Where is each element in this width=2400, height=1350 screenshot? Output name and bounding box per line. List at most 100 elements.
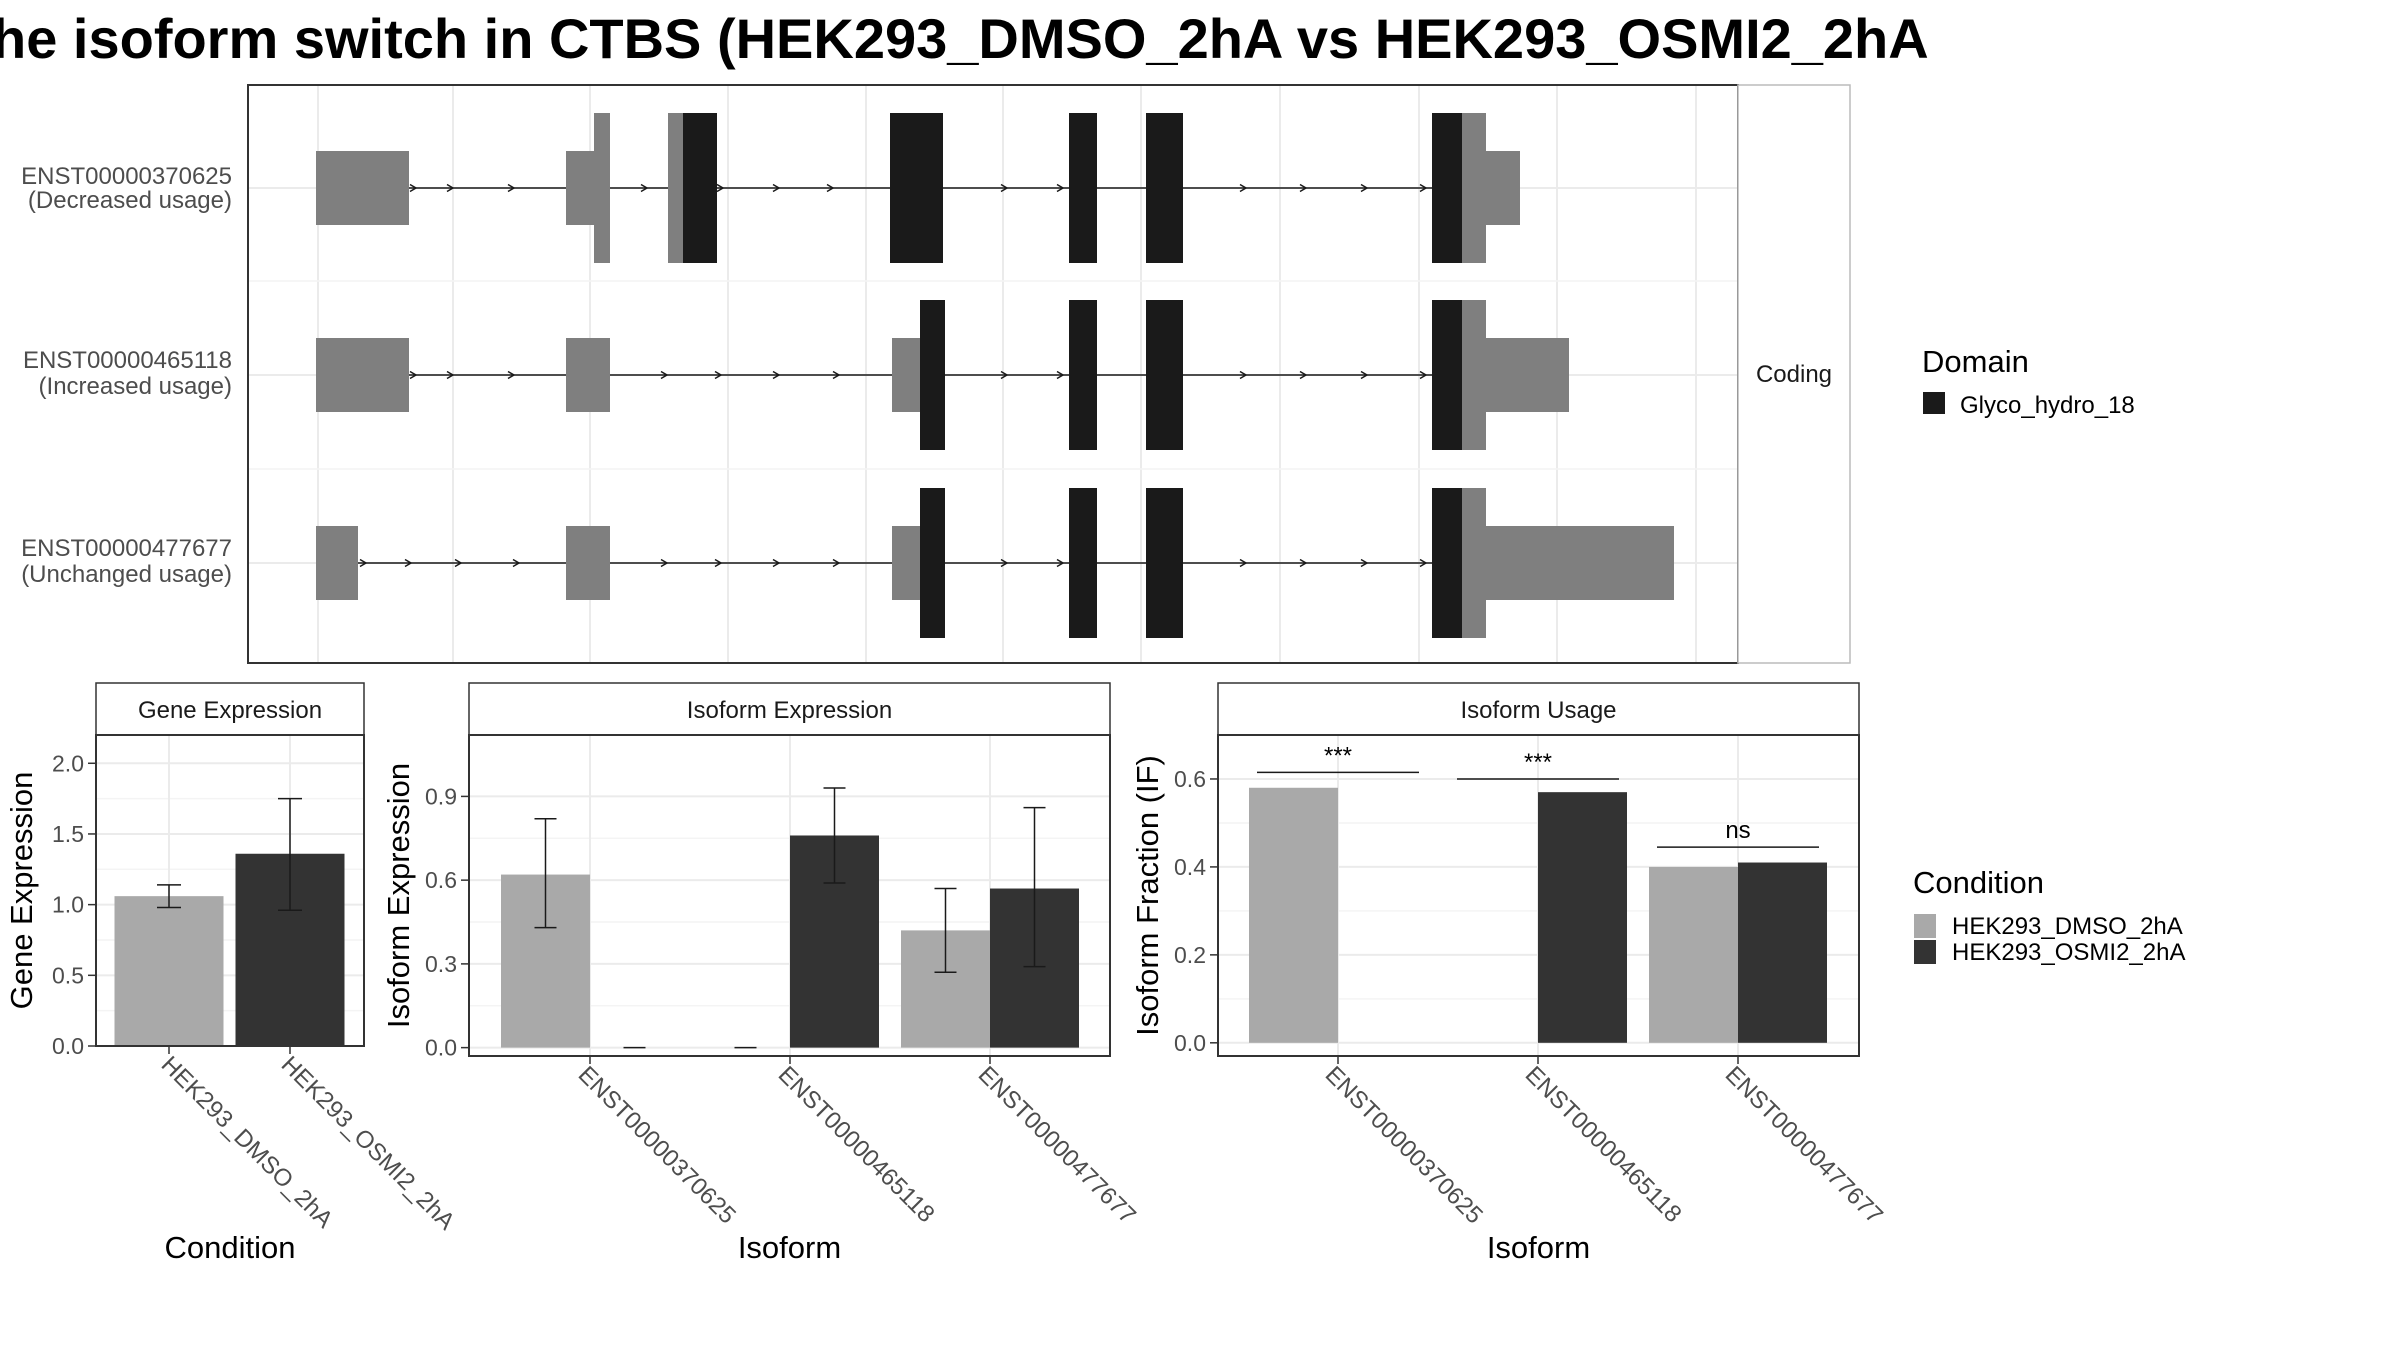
domain-exon-5	[1146, 300, 1183, 450]
domain-exon-3	[920, 488, 945, 638]
transcript-track-3	[316, 488, 1674, 638]
panel-border	[95, 734, 365, 1047]
exon-0	[316, 338, 409, 412]
condition-legend-key-2	[1914, 940, 1936, 964]
domain-legend-key	[1923, 392, 1945, 414]
intron-direction-arrow-7	[832, 370, 841, 380]
intron-direction-arrow-5	[714, 370, 723, 380]
exon-2	[892, 338, 920, 412]
intron-direction-arrow-10	[1239, 183, 1248, 193]
intron-direction-arrow-12	[1360, 183, 1369, 193]
domain-exon-4	[1069, 488, 1097, 638]
transcript-label-3-id: ENST00000477677	[21, 535, 232, 562]
x-axis-title: Isoform	[1487, 1230, 1590, 1265]
intron-direction-arrow-13	[1419, 558, 1428, 568]
intron-direction-arrow-0	[409, 183, 418, 193]
intron-direction-arrow-4	[660, 370, 669, 380]
intron-direction-arrow-5	[716, 183, 725, 193]
intron-direction-arrow-11	[1299, 558, 1308, 568]
y-tick-label-4: 2.0	[52, 750, 84, 776]
transcript-label-2-id: ENST00000465118	[23, 347, 232, 374]
x-tick-label-2: ENST00000477677	[973, 1061, 1141, 1229]
bar-HEK293_OSMI2_2hA-ENST00000465118	[1538, 792, 1627, 1043]
exon-9	[1462, 113, 1486, 263]
intron-direction-arrow-13	[1419, 183, 1428, 193]
exon-10	[1486, 151, 1520, 225]
figure-title: he isoform switch in CTBS (HEK293_DMSO_2…	[0, 7, 1929, 70]
transcript-label-1-note: (Decreased usage)	[28, 187, 232, 214]
transcript-label-2-note: (Increased usage)	[39, 373, 232, 400]
condition-legend-title: Condition	[1913, 865, 2044, 900]
x-tick-label-1: ENST00000465118	[1520, 1061, 1687, 1228]
y-tick-label-2: 0.6	[425, 867, 457, 893]
intron-direction-arrow-8	[1000, 558, 1009, 568]
intron-direction-arrow-4	[660, 558, 669, 568]
intron-direction-arrow-8	[1000, 183, 1009, 193]
exon-3	[668, 113, 683, 263]
intron-direction-arrow-2	[507, 370, 516, 380]
x-axis-title: Condition	[165, 1230, 296, 1265]
condition-legend-label-1: HEK293_DMSO_2hA	[1952, 913, 2183, 940]
isoform-expression-panel: Isoform Expression 0.0 0.3 0.6 0.9 ENST000003…	[381, 682, 1141, 1265]
intron-direction-arrow-1	[446, 183, 455, 193]
y-axis-title: Gene Expression	[4, 772, 39, 1010]
intron-direction-arrow-10	[1239, 370, 1248, 380]
intron-direction-arrow-6	[772, 370, 781, 380]
domain-exon-5	[890, 113, 943, 263]
bar-HEK293_DMSO_2hA-ENST00000477677	[1649, 866, 1738, 1043]
domain-exon-6	[1432, 300, 1462, 450]
intron-direction-arrow-10	[1239, 558, 1248, 568]
intron-direction-arrow-7	[832, 558, 841, 568]
transcript-label-3-note: (Unchanged usage)	[21, 561, 232, 588]
condition-legend: Condition HEK293_DMSO_2hA HEK293_OSMI2_2…	[1913, 865, 2185, 966]
exon-1	[566, 151, 594, 225]
transcript-track-1	[316, 113, 1520, 263]
y-tick-label-3: 0.9	[425, 783, 457, 809]
exon-0	[316, 151, 409, 225]
domain-exon-7	[1146, 113, 1183, 263]
transcript-label-1-id: ENST00000370625	[21, 163, 232, 190]
intron-direction-arrow-0	[359, 558, 368, 568]
x-tick-label-0: ENST00000370625	[573, 1061, 741, 1229]
bar-HEK293_OSMI2_2hA-ENST00000477677	[1738, 862, 1827, 1043]
exon-7	[1462, 300, 1486, 450]
significance-label-2: ns	[1725, 817, 1750, 844]
panel-strip-title: Isoform Expression	[687, 697, 892, 724]
y-axis-title: Isoform Expression	[381, 763, 416, 1028]
panel-strip-title: Gene Expression	[138, 697, 322, 724]
intron-direction-arrow-8	[1000, 370, 1009, 380]
intron-direction-arrow-4	[640, 183, 649, 193]
x-tick-label-0: ENST00000370625	[1320, 1061, 1488, 1229]
y-axis-title: Isoform Fraction (IF)	[1130, 755, 1165, 1036]
condition-legend-key-1	[1914, 914, 1936, 938]
y-tick-label-0: 0.0	[52, 1033, 84, 1059]
intron-direction-arrow-6	[772, 558, 781, 568]
panel-strip	[1217, 682, 1860, 736]
bar-HEK293_DMSO_2hA-ENST00000370625	[1249, 787, 1338, 1043]
domain-exon-8	[1432, 113, 1462, 263]
intron-direction-arrow-12	[1360, 370, 1369, 380]
intron-direction-arrow-11	[1299, 183, 1308, 193]
domain-exon-6	[1069, 113, 1097, 263]
domain-legend-title: Domain	[1922, 344, 2029, 379]
structure-panel: Coding ENST00000370625 (Decreased usage)…	[21, 84, 1851, 664]
exon-2	[892, 526, 920, 600]
bar-HEK293_DMSO_2hA	[114, 896, 224, 1046]
y-tick-label-3: 0.6	[1174, 766, 1206, 792]
intron-direction-arrow-6	[772, 183, 781, 193]
structure-tracks	[316, 113, 1674, 638]
domain-exon-5	[1146, 488, 1183, 638]
x-axis-title: Isoform	[738, 1230, 841, 1265]
significance-label-1: ***	[1524, 749, 1552, 776]
intron-direction-arrow-0	[409, 370, 418, 380]
intron-direction-arrow-12	[1360, 558, 1369, 568]
intron-direction-arrow-9	[1056, 370, 1065, 380]
x-tick-label-1: ENST00000465118	[773, 1061, 940, 1228]
isoform-usage-panel: Isoform Usage *** *** ns 0.0 0.2 0.4 0.6 ENST000…	[1130, 682, 1888, 1265]
y-tick-label-1: 0.2	[1174, 942, 1206, 968]
y-tick-label-1: 0.5	[52, 962, 84, 988]
domain-exon-6	[1432, 488, 1462, 638]
panel-strip-title: Isoform Usage	[1460, 697, 1616, 724]
domain-legend: Domain Glyco_hydro_18	[1922, 344, 2135, 419]
intron-direction-arrow-13	[1419, 370, 1428, 380]
